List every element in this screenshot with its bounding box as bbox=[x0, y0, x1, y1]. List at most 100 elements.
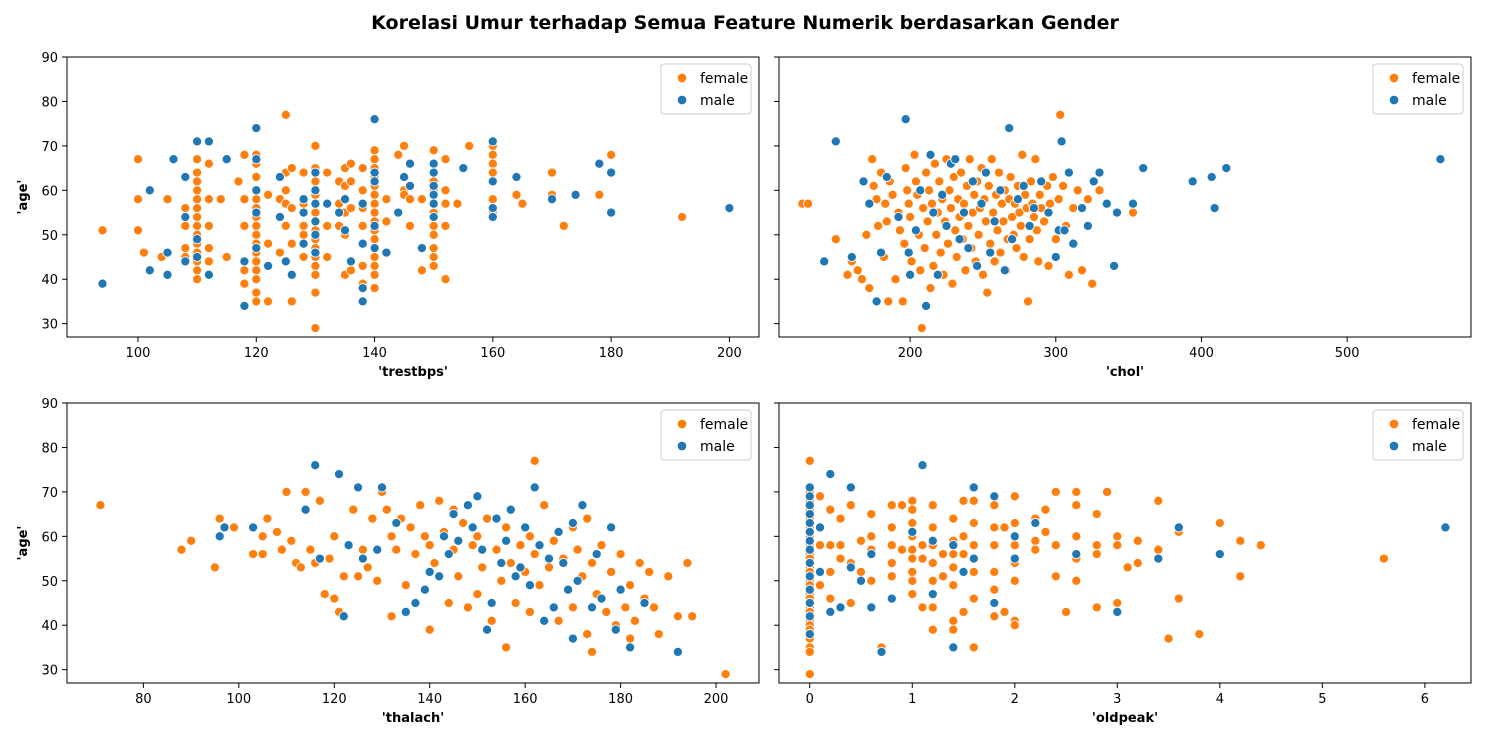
point-male bbox=[453, 535, 464, 546]
point-female bbox=[825, 540, 836, 551]
point-female bbox=[372, 575, 383, 586]
point-female bbox=[919, 243, 930, 254]
point-female bbox=[248, 549, 259, 560]
point-female bbox=[916, 323, 927, 334]
point-male bbox=[428, 167, 439, 178]
point-male bbox=[353, 482, 364, 493]
x-tick-label-trestbps: 100 bbox=[126, 346, 151, 361]
point-female bbox=[944, 185, 955, 196]
point-male bbox=[968, 553, 979, 564]
point-female bbox=[1112, 531, 1123, 542]
x-tick-label-oldpeak: 4 bbox=[1216, 692, 1224, 707]
point-male bbox=[534, 540, 545, 551]
y-tick-label-thalach: 50 bbox=[41, 575, 58, 590]
point-female bbox=[883, 296, 894, 307]
point-male bbox=[310, 229, 321, 240]
point-male bbox=[1435, 154, 1446, 165]
point-female bbox=[369, 234, 380, 245]
point-male bbox=[1153, 553, 1164, 564]
point-female bbox=[958, 549, 969, 560]
point-female bbox=[950, 225, 961, 236]
y-tick-label-trestbps: 40 bbox=[41, 273, 58, 288]
point-female bbox=[968, 642, 979, 653]
point-female bbox=[830, 234, 841, 245]
plot-frame-chol bbox=[778, 56, 1472, 338]
point-male bbox=[339, 194, 351, 205]
point-female bbox=[1033, 256, 1044, 267]
point-male bbox=[886, 593, 897, 604]
point-female bbox=[286, 203, 297, 214]
point-male bbox=[967, 176, 978, 187]
point-female bbox=[1050, 540, 1061, 551]
point-female bbox=[162, 194, 173, 205]
point-female bbox=[804, 455, 815, 466]
point-female bbox=[992, 225, 1003, 236]
point-female bbox=[1053, 194, 1064, 205]
point-male bbox=[819, 256, 830, 267]
point-female bbox=[511, 189, 522, 200]
y-tick-label-thalach: 70 bbox=[41, 486, 58, 501]
point-female bbox=[907, 589, 918, 600]
point-female bbox=[276, 544, 287, 555]
point-male bbox=[825, 606, 836, 617]
point-male bbox=[1030, 517, 1041, 529]
point-female bbox=[937, 571, 949, 582]
point-male bbox=[875, 247, 887, 258]
point-female bbox=[314, 495, 325, 506]
point-female bbox=[192, 194, 203, 205]
y-tick-label-trestbps: 30 bbox=[41, 318, 58, 333]
point-female bbox=[386, 531, 397, 542]
point-female bbox=[298, 229, 309, 240]
point-female bbox=[948, 580, 959, 591]
point-female bbox=[803, 198, 814, 209]
point-male bbox=[310, 247, 321, 258]
point-male bbox=[814, 522, 826, 533]
point-female bbox=[947, 278, 958, 289]
point-female bbox=[606, 566, 617, 577]
point-female bbox=[855, 535, 867, 546]
point-female bbox=[982, 287, 993, 298]
point-female bbox=[405, 522, 416, 533]
x-tick-label-trestbps: 180 bbox=[599, 346, 624, 361]
point-female bbox=[404, 194, 416, 205]
point-female bbox=[192, 211, 203, 223]
x-tick-label-thalach: 120 bbox=[322, 692, 347, 707]
point-male bbox=[907, 526, 918, 537]
point-female bbox=[404, 220, 416, 231]
x-tick-label-trestbps: 120 bbox=[244, 346, 269, 361]
point-female bbox=[501, 522, 512, 533]
point-female bbox=[491, 544, 502, 555]
point-female bbox=[915, 265, 926, 276]
x-tick-label-chol: 300 bbox=[1043, 346, 1068, 361]
point-male bbox=[310, 198, 321, 209]
x-tick-label-oldpeak: 2 bbox=[1011, 692, 1019, 707]
point-female bbox=[907, 553, 918, 564]
point-male bbox=[866, 602, 877, 613]
point-male bbox=[871, 296, 882, 307]
point-male bbox=[345, 256, 356, 267]
point-female bbox=[262, 513, 273, 524]
point-male bbox=[1050, 251, 1061, 263]
point-female bbox=[1091, 602, 1102, 613]
legend-marker-male bbox=[1388, 94, 1400, 106]
point-male bbox=[830, 136, 841, 147]
point-male bbox=[625, 642, 636, 653]
point-male bbox=[1059, 225, 1070, 236]
point-female bbox=[866, 575, 877, 586]
point-male bbox=[1009, 531, 1020, 542]
point-female bbox=[903, 198, 914, 209]
point-female bbox=[203, 158, 214, 169]
point-male bbox=[804, 517, 815, 529]
point-male bbox=[900, 114, 911, 125]
point-male bbox=[539, 615, 550, 626]
point-female bbox=[956, 167, 967, 178]
point-male bbox=[428, 211, 439, 223]
point-female bbox=[927, 624, 938, 635]
point-male bbox=[937, 189, 948, 200]
point-male bbox=[804, 482, 815, 493]
point-female bbox=[257, 531, 268, 542]
chart-chol: 200 300 400 500 'chol' female male bbox=[774, 56, 1472, 380]
point-female bbox=[239, 149, 250, 160]
y-tick-label-thalach: 30 bbox=[41, 664, 58, 679]
point-female bbox=[440, 154, 451, 165]
